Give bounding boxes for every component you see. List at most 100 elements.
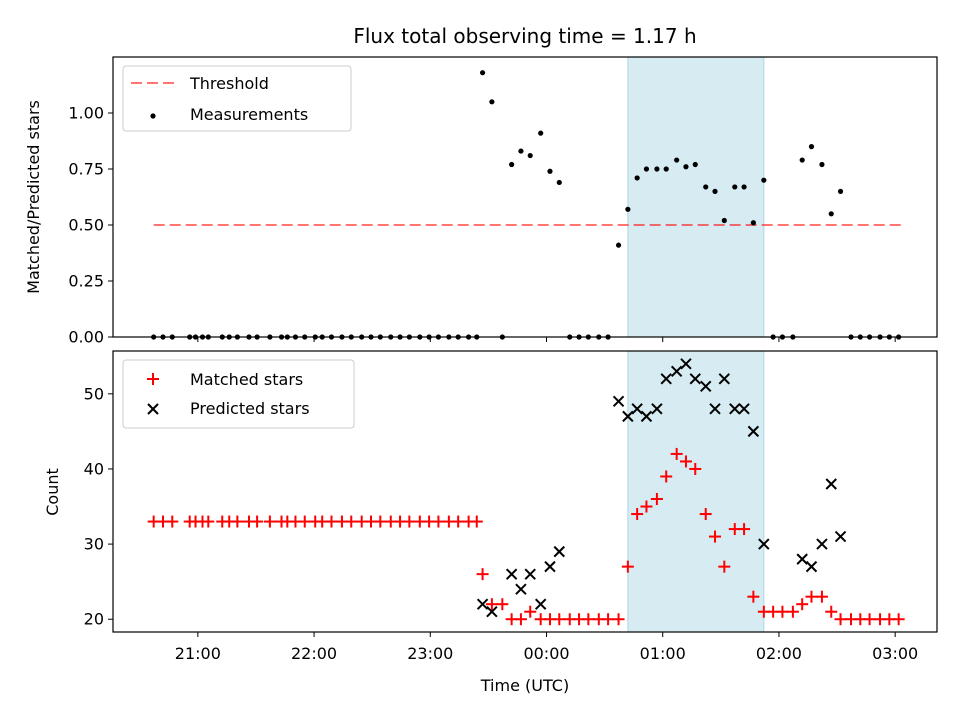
matched-star-point-63: [747, 590, 760, 603]
measurement-point-40: [527, 152, 533, 159]
bottom-xtick-label-4: 01:00: [640, 644, 686, 663]
measurement-point-52: [643, 166, 650, 172]
x-axis-label: Time (UTC): [480, 676, 569, 695]
matched-star-point-49: [612, 613, 625, 626]
bottom-xtick-label-6: 03:00: [872, 644, 918, 663]
matched-star-point-71: [825, 605, 838, 618]
y-axis-label-top: Matched/Predicted stars: [24, 100, 43, 294]
measurement-point-63: [750, 220, 756, 226]
legend-matched-swatch: [147, 373, 159, 385]
predicted-star-point-0: [476, 598, 489, 610]
measurement-point-55: [674, 157, 680, 163]
measurement-point-72: [837, 188, 844, 194]
predicted-star-point-13: [660, 373, 672, 385]
predicted-star-point-28: [834, 530, 847, 543]
legend-measurements-swatch: [150, 113, 156, 119]
predicted-star-point-10: [631, 403, 643, 415]
predicted-star-point-15: [680, 358, 692, 370]
measurement-point-49: [615, 242, 622, 248]
matched-stars-points: [147, 447, 905, 626]
observing-window-shade-bottom: [627, 350, 765, 633]
predicted-star-point-5: [534, 598, 547, 610]
matched-star-point-34: [470, 515, 483, 528]
predicted-star-point-6: [544, 560, 556, 573]
plot-frame-bottom: [112, 350, 938, 633]
predicted-stars-points: [476, 358, 847, 618]
measurement-point-56: [683, 164, 689, 170]
matched-star-point-30: [432, 515, 445, 528]
matched-star-point-35: [476, 568, 489, 581]
top-ytick-label-0: 0.00: [68, 328, 104, 347]
bottom-xtick-label-3: 00:00: [523, 644, 569, 663]
matched-star-point-66: [776, 605, 789, 618]
measurement-point-53: [654, 166, 660, 172]
predicted-star-point-22: [747, 425, 760, 438]
measurement-point-54: [663, 166, 669, 172]
measurement-point-43: [556, 179, 562, 186]
plot-frame-top: [112, 56, 938, 338]
matched-star-point-48: [602, 613, 615, 626]
legend-threshold-label: Threshold: [189, 74, 269, 93]
matched-star-point-52: [640, 500, 653, 513]
predicted-star-point-14: [670, 365, 683, 377]
measurement-point-60: [721, 217, 727, 224]
predicted-star-point-8: [612, 395, 625, 408]
matched-star-point-78: [892, 613, 905, 626]
measurement-point-61: [732, 184, 738, 190]
panel-ratio: 0.00 0.25 0.50 0.75 1.00 Flux total observin…: [24, 24, 938, 347]
predicted-star-point-19: [718, 373, 731, 385]
legend-predicted-swatch: [147, 403, 159, 415]
predicted-star-point-1: [486, 606, 498, 618]
matched-star-point-11: [251, 515, 264, 528]
predicted-star-point-4: [524, 568, 536, 580]
matched-star-point-16: [298, 515, 311, 528]
legend-matched-label: Matched stars: [190, 370, 303, 389]
bottom-xtick-label-0: 21:00: [175, 644, 221, 663]
matched-star-point-75: [863, 613, 876, 626]
matched-star-point-19: [325, 515, 338, 528]
matched-star-point-6: [202, 515, 215, 528]
matched-star-point-51: [631, 508, 644, 521]
matched-star-point-32: [452, 515, 465, 528]
matched-star-point-70: [815, 590, 828, 603]
measurement-point-64: [761, 177, 767, 183]
predicted-star-point-24: [796, 553, 808, 565]
predicted-star-point-3: [515, 583, 527, 595]
measurement-point-57: [692, 161, 698, 168]
top-ytick-label-2: 0.50: [68, 216, 104, 235]
predicted-star-point-27: [825, 478, 837, 490]
measurement-point-59: [712, 188, 718, 194]
matched-star-point-39: [514, 613, 527, 626]
top-ytick-label-1: 0.25: [68, 272, 104, 291]
predicted-star-point-7: [553, 545, 565, 558]
measurement-point-58: [703, 184, 709, 190]
measurement-point-41: [538, 130, 544, 136]
matched-star-point-24: [374, 515, 387, 528]
matched-star-point-54: [660, 470, 673, 483]
measurement-point-71: [828, 211, 834, 217]
matched-star-point-37: [496, 598, 509, 611]
top-ytick-label-3: 0.75: [68, 160, 104, 179]
x-axis-ticks-bottom: 21:00 22:00 23:00 00:00 01:00 02:00 03:00: [175, 632, 918, 663]
legend-bottom: Matched stars Predicted stars: [122, 359, 355, 429]
matched-star-point-27: [403, 515, 416, 528]
predicted-star-point-20: [729, 403, 741, 415]
matched-star-point-53: [650, 493, 663, 506]
matched-star-point-9: [231, 515, 244, 528]
y-axis-ticks-top: 0.00 0.25 0.50 0.75 1.00: [68, 104, 113, 347]
matched-star-point-40: [524, 605, 537, 618]
matched-star-point-59: [709, 530, 722, 543]
predicted-star-point-17: [700, 380, 712, 393]
predicted-star-point-25: [805, 560, 818, 573]
y-axis-label-bottom: Count: [43, 468, 62, 516]
matched-star-point-21: [345, 515, 358, 528]
bottom-xtick-label-2: 23:00: [407, 644, 453, 663]
matched-star-point-43: [553, 613, 566, 626]
measurement-point-51: [634, 175, 640, 181]
predicted-star-point-2: [505, 568, 518, 580]
measurement-point-39: [518, 148, 524, 154]
matched-star-point-2: [166, 515, 179, 528]
matched-star-point-68: [796, 598, 809, 611]
predicted-star-point-12: [651, 403, 663, 415]
matched-star-point-60: [718, 560, 731, 573]
